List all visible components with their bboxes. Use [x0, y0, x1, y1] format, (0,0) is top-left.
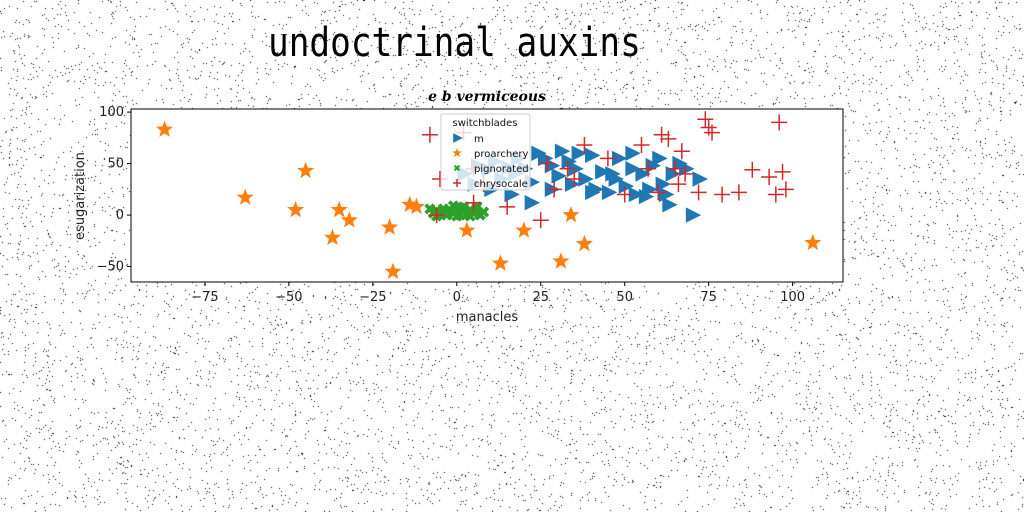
chart-title: e b vermiceous [428, 89, 546, 105]
x-tick-label: 50 [616, 290, 633, 305]
y-tick-label: 50 [107, 157, 124, 172]
y-tick-label: 100 [99, 105, 124, 120]
legend-label: pignorated [474, 164, 529, 175]
x-tick-label: 0 [453, 290, 461, 305]
legend-label: chrysocale [474, 179, 528, 190]
legend: switchblades m proarchery pignorated chryso… [441, 114, 530, 190]
legend-title: switchblades [453, 118, 518, 129]
y-tick-label: −50 [97, 260, 124, 275]
legend-label: proarchery [474, 149, 528, 160]
x-axis-label: manacles [456, 310, 519, 325]
y-axis-label: esugarization [73, 152, 88, 240]
x-tick-label: −25 [359, 290, 386, 305]
x-tick-label: −50 [275, 290, 302, 305]
x-tick-label: −75 [191, 290, 218, 305]
legend-label: m [474, 134, 484, 145]
x-tick-label: 25 [532, 290, 549, 305]
y-tick-label: 0 [116, 208, 124, 223]
x-tick-label: 75 [700, 290, 717, 305]
x-tick-label: 100 [780, 290, 805, 305]
